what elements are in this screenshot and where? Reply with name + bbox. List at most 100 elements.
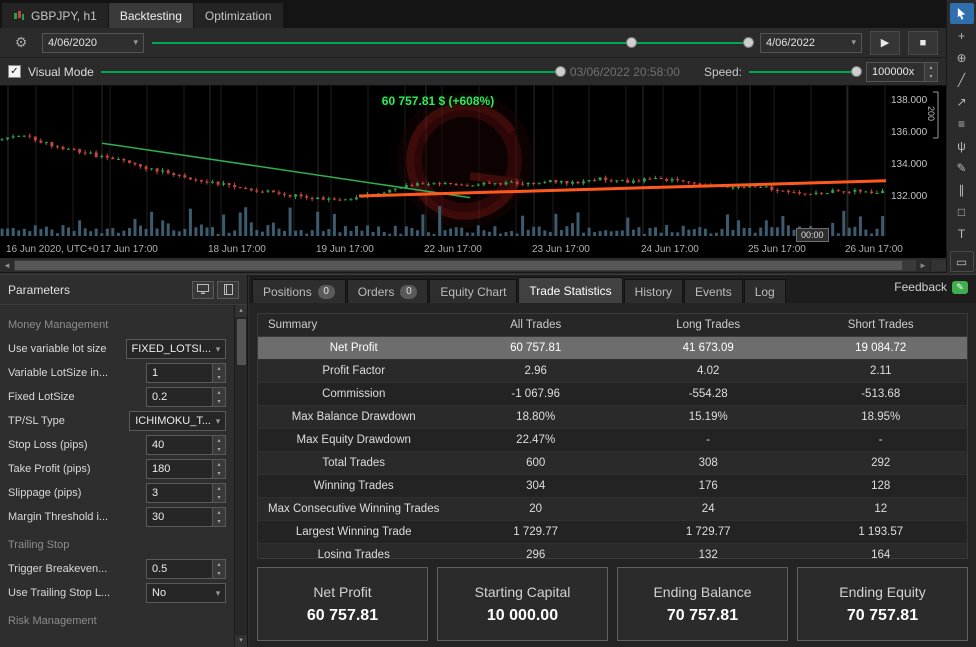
spinner-arrows[interactable]: ▴ ▾: [212, 484, 225, 502]
scrollbar-track[interactable]: [14, 259, 916, 271]
start-date-select[interactable]: 4/06/2020 ▾: [42, 32, 144, 53]
playback-progress-slider[interactable]: [100, 62, 566, 82]
param-spinner[interactable]: 180 ▴ ▾: [146, 459, 226, 479]
table-row[interactable]: Max Consecutive Winning Trades 20 24 12: [258, 497, 967, 521]
tab-events[interactable]: Events: [684, 279, 743, 303]
cell: 18.80%: [449, 405, 622, 429]
tab-trade-statistics[interactable]: Trade Statistics: [518, 277, 623, 303]
table-row[interactable]: Profit Factor 2.96 4.02 2.11: [258, 359, 967, 383]
tab-backtesting[interactable]: Backtesting: [108, 3, 193, 28]
spinner-up-icon[interactable]: ▴: [213, 560, 225, 569]
table-row[interactable]: Max Equity Drawdown 22.47% - -: [258, 428, 967, 452]
param-spinner[interactable]: 40 ▴ ▾: [146, 435, 226, 455]
price-chart[interactable]: 138.000 136.000 134.000 132.000 200 60 757.8…: [0, 86, 946, 242]
stop-button[interactable]: ■: [908, 30, 938, 55]
range-handle-left[interactable]: [626, 36, 637, 48]
tab-optimization[interactable]: Optimization: [193, 3, 283, 28]
scroll-left-icon[interactable]: ◄: [3, 260, 11, 270]
spinner-arrows[interactable]: ▴ ▾: [212, 388, 225, 406]
params-scrollbar[interactable]: ▴ ▾: [234, 305, 247, 647]
speed-value-spinner[interactable]: 100000x ▴ ▾: [866, 61, 938, 82]
visual-mode-checkbox[interactable]: ✓: [8, 65, 21, 78]
spinner-arrows[interactable]: ▴ ▾: [212, 436, 225, 454]
spinner-up-icon[interactable]: ▴: [213, 460, 225, 469]
table-row[interactable]: Losing Trades 296 132 164: [258, 543, 967, 558]
date-range-slider[interactable]: [152, 33, 754, 53]
pointer-tool-icon[interactable]: [949, 3, 974, 24]
spinner-down-icon[interactable]: ▾: [213, 493, 225, 502]
visual-mode-bar: ✓ Visual Mode 03/06/2022 20:58:00 Speed:…: [0, 58, 946, 86]
table-row[interactable]: Largest Winning Trade 1 729.77 1 729.77 1 1…: [258, 520, 967, 544]
ray-tool-icon[interactable]: ↗: [950, 91, 974, 112]
text-tool-icon[interactable]: T: [950, 223, 974, 244]
crosshair-tool-icon[interactable]: +: [950, 25, 974, 46]
tab-positions[interactable]: Positions 0: [252, 279, 346, 303]
progress-handle[interactable]: [554, 65, 566, 77]
speed-slider[interactable]: [749, 62, 862, 82]
channel-tool-icon[interactable]: ∥: [950, 179, 974, 200]
param-dropdown[interactable]: FIXED_LOTSI... ▾: [125, 339, 226, 359]
pitchfork-tool-icon[interactable]: ψ: [950, 135, 974, 156]
param-row: Margin Threshold i... 30 ▴ ▾: [8, 505, 226, 529]
param-dropdown[interactable]: No ▾: [146, 583, 226, 603]
spinner-up-icon[interactable]: ▴: [213, 436, 225, 445]
feedback-button[interactable]: Feedback ✎: [894, 280, 968, 294]
param-spinner[interactable]: 1 ▴ ▾: [146, 363, 226, 383]
tab-orders[interactable]: Orders 0: [346, 279, 429, 303]
target-tool-icon[interactable]: ⊕: [950, 47, 974, 68]
trendline-tool-icon[interactable]: ╱: [950, 69, 974, 90]
scroll-right-icon[interactable]: ►: [919, 260, 927, 270]
param-spinner[interactable]: 0.5 ▴ ▾: [146, 559, 226, 579]
fibonacci-tool-icon[interactable]: ≡: [950, 113, 974, 134]
tab-history[interactable]: History: [623, 279, 684, 303]
spinner-up-icon[interactable]: ▴: [213, 484, 225, 493]
param-dropdown[interactable]: ICHIMOKU_T... ▾: [129, 411, 226, 431]
table-row[interactable]: Commission -1 067.96 -554.28 -513.68: [258, 382, 967, 406]
callout-tool-icon[interactable]: ▭: [949, 251, 974, 272]
spinner-up-icon[interactable]: ▴: [925, 62, 937, 72]
spinner-up-icon[interactable]: ▴: [213, 364, 225, 373]
param-spinner[interactable]: 0.2 ▴ ▾: [146, 387, 226, 407]
scroll-down-icon[interactable]: ▾: [235, 635, 247, 647]
table-row[interactable]: Max Balance Drawdown 18.80% 15.19% 18.95%: [258, 405, 967, 429]
table-row[interactable]: Net Profit 60 757.81 41 673.09 19 084.72: [258, 336, 967, 360]
spinner-up-icon[interactable]: ▴: [213, 388, 225, 397]
scrollbar-thumb[interactable]: [15, 260, 902, 270]
playback-time: 03/06/2022 20:58:00: [569, 64, 680, 79]
params-scroll-thumb[interactable]: [236, 319, 246, 365]
play-button[interactable]: ▶: [870, 30, 900, 55]
spinner-up-icon[interactable]: ▴: [213, 508, 225, 517]
spinner-arrows[interactable]: ▴ ▾: [212, 508, 225, 526]
end-date-value: 4/06/2022: [766, 36, 815, 49]
chart-scrollbar[interactable]: ◄ ►: [0, 258, 946, 273]
spinner-down-icon[interactable]: ▾: [213, 373, 225, 382]
table-row[interactable]: Winning Trades 304 176 128: [258, 474, 967, 498]
spinner-down-icon[interactable]: ▾: [213, 469, 225, 478]
tab-equity-chart[interactable]: Equity Chart: [429, 279, 518, 303]
time-label: 24 Jun 17:00: [641, 244, 699, 255]
tab-instrument[interactable]: GBPJPY, h1: [2, 3, 108, 28]
journal-button[interactable]: [217, 280, 239, 299]
spinner-arrows[interactable]: ▴ ▾: [212, 460, 225, 478]
tab-log[interactable]: Log: [743, 279, 786, 303]
time-label: 16 Jun 2020, UTC+0: [6, 244, 99, 255]
spinner-arrows[interactable]: ▴ ▾: [212, 364, 225, 382]
pencil-tool-icon[interactable]: ✎: [950, 157, 974, 178]
scroll-up-icon[interactable]: ▴: [235, 305, 247, 317]
spinner-down-icon[interactable]: ▾: [213, 569, 225, 578]
table-row[interactable]: Total Trades 600 308 292: [258, 451, 967, 475]
range-handle-right[interactable]: [743, 36, 754, 48]
settings-button[interactable]: ⚙: [8, 32, 34, 54]
spinner-down-icon[interactable]: ▾: [213, 445, 225, 454]
spinner-arrows[interactable]: ▴ ▾: [924, 62, 937, 81]
speed-handle[interactable]: [851, 65, 862, 77]
spinner-down-icon[interactable]: ▾: [213, 517, 225, 526]
spinner-down-icon[interactable]: ▾: [213, 397, 225, 406]
spinner-down-icon[interactable]: ▾: [925, 71, 937, 81]
chart-view-button[interactable]: [192, 280, 214, 299]
spinner-arrows[interactable]: ▴ ▾: [212, 560, 225, 578]
end-date-select[interactable]: 4/06/2022 ▾: [760, 32, 862, 53]
shape-tool-icon[interactable]: □: [950, 201, 974, 222]
param-spinner[interactable]: 3 ▴ ▾: [146, 483, 226, 503]
param-spinner[interactable]: 30 ▴ ▾: [146, 507, 226, 527]
